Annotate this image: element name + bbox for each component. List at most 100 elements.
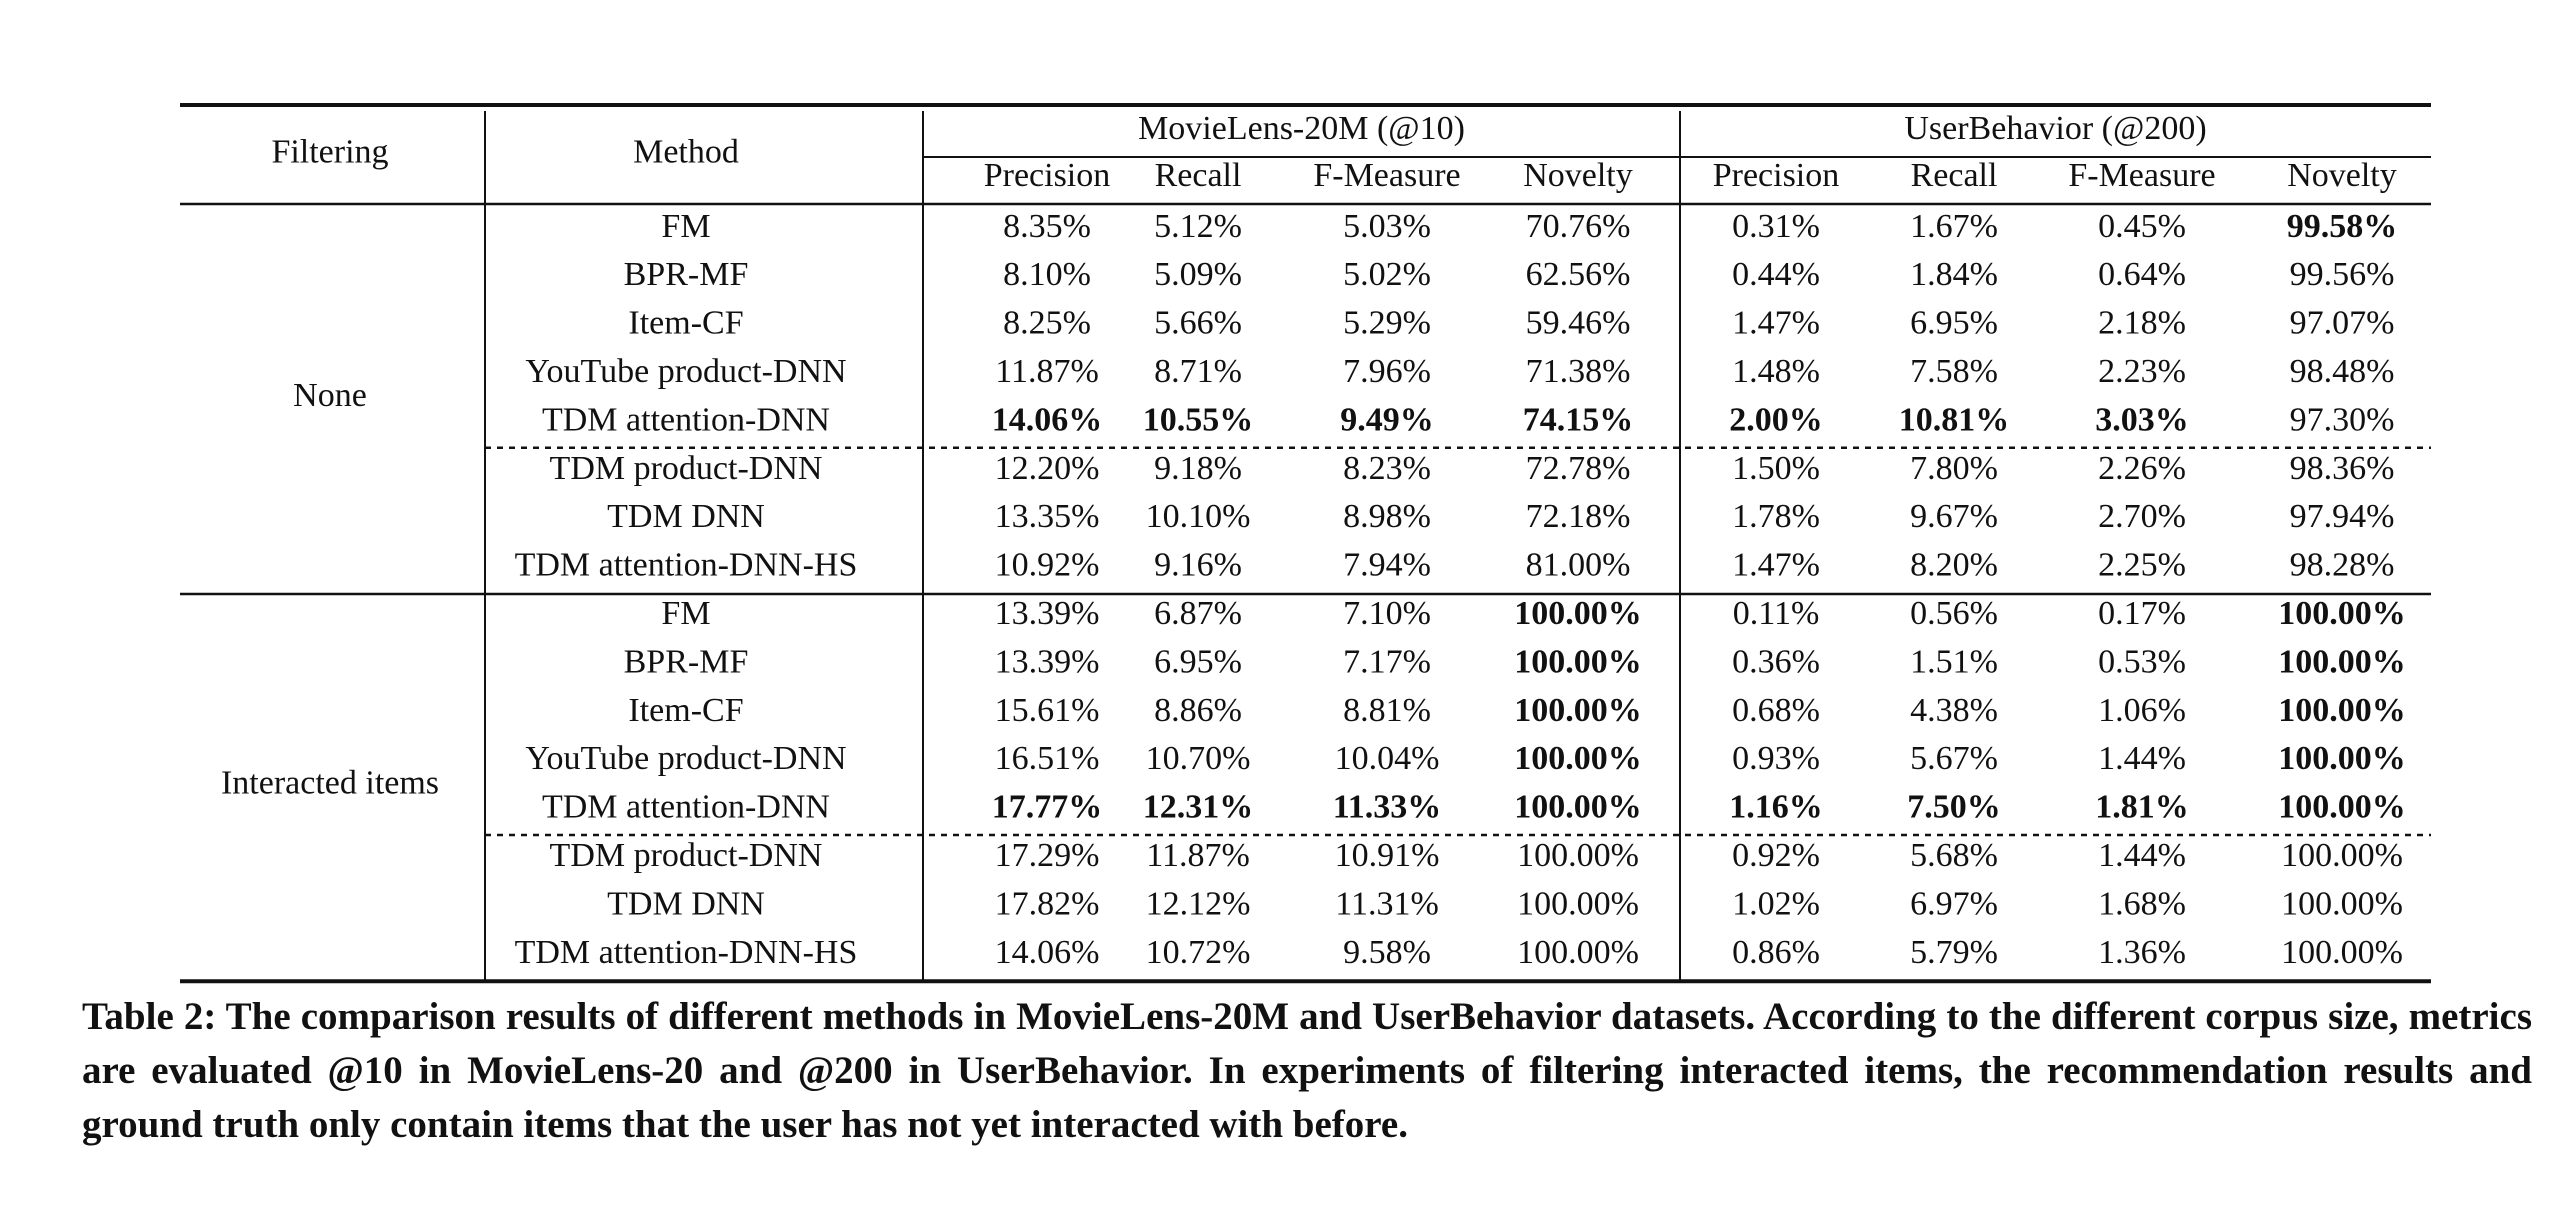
value-cell: 0.93% bbox=[1732, 740, 1820, 777]
value-cell: 6.87% bbox=[1154, 595, 1242, 632]
value-cell: 100.00% bbox=[2278, 595, 2406, 632]
value-cell: 1.44% bbox=[2098, 740, 2186, 777]
value-cell: 7.50% bbox=[1907, 789, 2001, 826]
value-cell: 13.39% bbox=[995, 643, 1100, 680]
method-cell: TDM attention-DNN bbox=[542, 401, 830, 438]
value-cell: 5.66% bbox=[1154, 305, 1242, 342]
value-cell: 0.31% bbox=[1732, 208, 1820, 245]
value-cell: 2.25% bbox=[2098, 547, 2186, 584]
value-cell: 5.67% bbox=[1910, 740, 1998, 777]
value-cell: 10.72% bbox=[1146, 934, 1251, 971]
value-cell: 7.10% bbox=[1343, 595, 1431, 632]
value-cell: 1.16% bbox=[1729, 789, 1823, 826]
value-cell: 5.29% bbox=[1343, 305, 1431, 342]
value-cell: 1.47% bbox=[1732, 547, 1820, 584]
table-caption: Table 2: The comparison results of diffe… bbox=[82, 995, 2532, 1146]
value-cell: 10.10% bbox=[1146, 498, 1251, 535]
value-cell: 7.94% bbox=[1343, 547, 1431, 584]
value-cell: 1.51% bbox=[1910, 643, 1998, 680]
value-cell: 7.58% bbox=[1910, 353, 1998, 390]
value-cell: 1.68% bbox=[2098, 885, 2186, 922]
value-cell: 0.44% bbox=[1732, 256, 1820, 293]
value-cell: 70.76% bbox=[1526, 208, 1631, 245]
value-cell: 13.39% bbox=[995, 595, 1100, 632]
value-cell: 9.16% bbox=[1154, 547, 1242, 584]
value-cell: 1.36% bbox=[2098, 934, 2186, 971]
filter-cell: Interacted items bbox=[221, 764, 439, 801]
value-cell: 99.56% bbox=[2290, 256, 2395, 293]
value-cell: 100.00% bbox=[1517, 885, 1639, 922]
method-cell: TDM attention-DNN-HS bbox=[515, 934, 858, 971]
value-cell: 100.00% bbox=[2278, 789, 2406, 826]
value-cell: 100.00% bbox=[2278, 740, 2406, 777]
value-cell: 17.82% bbox=[995, 885, 1100, 922]
metric-header: Novelty bbox=[2287, 157, 2397, 194]
metric-header: Precision bbox=[984, 157, 1111, 194]
value-cell: 1.47% bbox=[1732, 305, 1820, 342]
value-cell: 9.67% bbox=[1910, 498, 1998, 535]
value-cell: 59.46% bbox=[1526, 305, 1631, 342]
value-cell: 1.48% bbox=[1732, 353, 1820, 390]
value-cell: 17.29% bbox=[995, 837, 1100, 874]
value-cell: 98.28% bbox=[2290, 547, 2395, 584]
value-cell: 100.00% bbox=[1514, 643, 1642, 680]
value-cell: 0.36% bbox=[1732, 643, 1820, 680]
value-cell: 7.96% bbox=[1343, 353, 1431, 390]
value-cell: 2.70% bbox=[2098, 498, 2186, 535]
value-cell: 0.64% bbox=[2098, 256, 2186, 293]
value-cell: 0.56% bbox=[1910, 595, 1998, 632]
value-cell: 9.49% bbox=[1340, 401, 1434, 438]
header-cell: Filtering bbox=[271, 133, 388, 170]
value-cell: 100.00% bbox=[2278, 643, 2406, 680]
value-cell: 2.18% bbox=[2098, 305, 2186, 342]
value-cell: 10.81% bbox=[1899, 401, 2010, 438]
value-cell: 3.03% bbox=[2095, 401, 2189, 438]
value-cell: 8.20% bbox=[1910, 547, 1998, 584]
value-cell: 5.79% bbox=[1910, 934, 1998, 971]
value-cell: 7.17% bbox=[1343, 643, 1431, 680]
value-cell: 8.35% bbox=[1003, 208, 1091, 245]
value-cell: 62.56% bbox=[1526, 256, 1631, 293]
filter-cell: None bbox=[293, 377, 367, 414]
value-cell: 0.68% bbox=[1732, 692, 1820, 729]
value-cell: 12.12% bbox=[1146, 885, 1251, 922]
method-cell: TDM attention-DNN bbox=[542, 789, 830, 826]
value-cell: 1.78% bbox=[1732, 498, 1820, 535]
value-cell: 0.11% bbox=[1733, 595, 1820, 632]
value-cell: 72.18% bbox=[1526, 498, 1631, 535]
value-cell: 8.71% bbox=[1154, 353, 1242, 390]
value-cell: 74.15% bbox=[1523, 401, 1634, 438]
value-cell: 100.00% bbox=[1514, 692, 1642, 729]
metric-header: Recall bbox=[1155, 157, 1242, 194]
value-cell: 10.70% bbox=[1146, 740, 1251, 777]
group-header: MovieLens-20M (@10) bbox=[1138, 110, 1465, 147]
value-cell: 5.03% bbox=[1343, 208, 1431, 245]
value-cell: 10.92% bbox=[995, 547, 1100, 584]
method-cell: FM bbox=[661, 208, 710, 245]
value-cell: 0.86% bbox=[1732, 934, 1820, 971]
value-cell: 5.09% bbox=[1154, 256, 1242, 293]
value-cell: 72.78% bbox=[1526, 450, 1631, 487]
value-cell: 16.51% bbox=[995, 740, 1100, 777]
value-cell: 11.31% bbox=[1335, 885, 1439, 922]
value-cell: 1.02% bbox=[1732, 885, 1820, 922]
method-cell: Item-CF bbox=[628, 692, 743, 729]
value-cell: 11.87% bbox=[1146, 837, 1250, 874]
value-cell: 11.87% bbox=[995, 353, 1099, 390]
method-cell: TDM product-DNN bbox=[550, 450, 823, 487]
method-cell: TDM product-DNN bbox=[550, 837, 823, 874]
value-cell: 5.68% bbox=[1910, 837, 1998, 874]
method-cell: Item-CF bbox=[628, 305, 743, 342]
value-cell: 1.81% bbox=[2095, 789, 2189, 826]
method-cell: FM bbox=[661, 595, 710, 632]
value-cell: 98.36% bbox=[2290, 450, 2395, 487]
value-cell: 9.18% bbox=[1154, 450, 1242, 487]
value-cell: 1.84% bbox=[1910, 256, 1998, 293]
value-cell: 1.50% bbox=[1732, 450, 1820, 487]
metric-header: Novelty bbox=[1523, 157, 1633, 194]
metric-header: Precision bbox=[1713, 157, 1840, 194]
value-cell: 12.31% bbox=[1143, 789, 1254, 826]
value-cell: 100.00% bbox=[2281, 837, 2403, 874]
value-cell: 9.58% bbox=[1343, 934, 1431, 971]
method-cell: YouTube product-DNN bbox=[525, 740, 846, 777]
